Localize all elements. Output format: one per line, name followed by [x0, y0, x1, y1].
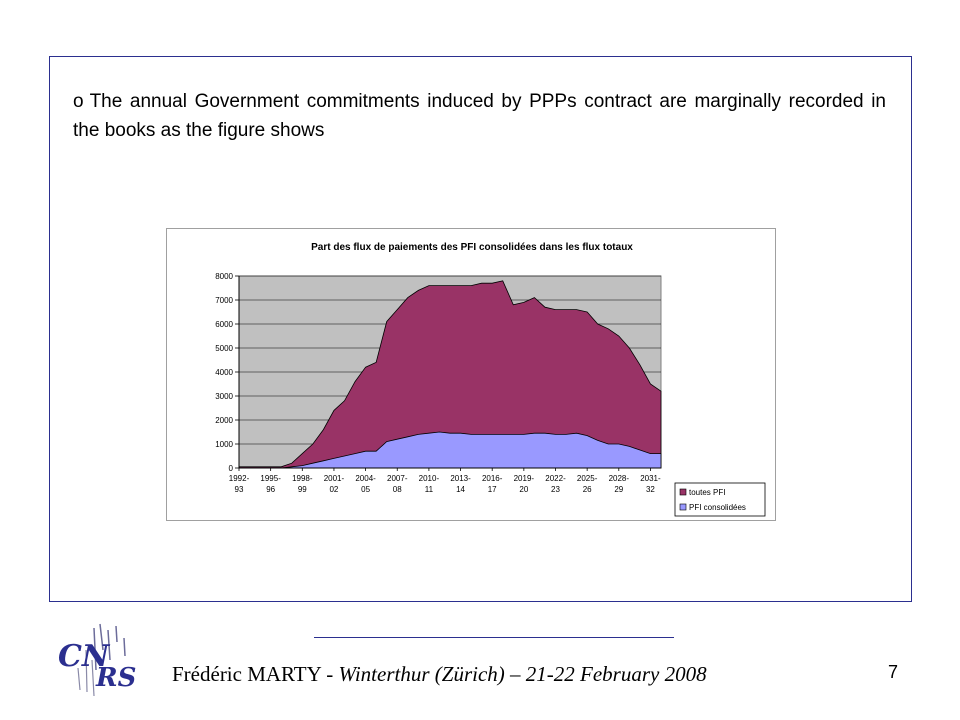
- y-tick-label: 6000: [215, 320, 233, 329]
- x-tick-label: 26: [583, 485, 592, 494]
- y-tick-label: 3000: [215, 392, 233, 401]
- x-tick-label: 14: [456, 485, 465, 494]
- legend-label: PFI consolidées: [689, 503, 746, 512]
- bullet-paragraph: o The annual Government commitments induc…: [73, 87, 886, 145]
- x-tick-label: 2010-: [419, 474, 440, 483]
- x-tick-label: 08: [393, 485, 402, 494]
- area-chart: Part des flux de paiements des PFI conso…: [215, 242, 766, 517]
- x-tick-label: 99: [298, 485, 307, 494]
- chart-container: Part des flux de paiements des PFI conso…: [166, 228, 776, 521]
- y-tick-label: 4000: [215, 368, 233, 377]
- x-tick-label: 29: [614, 485, 623, 494]
- y-tick-label: 2000: [215, 416, 233, 425]
- series-area-toutes-pfi: [238, 280, 662, 469]
- bullet-mark: o: [73, 91, 84, 112]
- x-tick-label: 2025-: [577, 474, 598, 483]
- content-frame: [49, 56, 912, 602]
- legend-swatch: [679, 488, 687, 496]
- x-tick-label: 2028-: [609, 474, 630, 483]
- x-tick-label: 96: [266, 485, 275, 494]
- x-tick-label: 2013-: [450, 474, 471, 483]
- svg-text:CN: CN: [58, 639, 111, 674]
- x-tick-label: 2016-: [482, 474, 503, 483]
- x-tick-label: 2007-: [387, 474, 408, 483]
- x-tick-label: 05: [361, 485, 370, 494]
- footer-author: Frédéric MARTY -: [172, 662, 339, 686]
- x-tick-label: 2031-: [640, 474, 661, 483]
- y-tick-label: 7000: [215, 296, 233, 305]
- page-number: 7: [888, 662, 899, 682]
- x-tick-label: 1992-: [229, 474, 250, 483]
- series-area-pfi-consolidees: [239, 431, 662, 469]
- footer-credit: Frédéric MARTY - Winterthur (Zürich) – 2…: [172, 662, 707, 687]
- y-tick-label: 1000: [215, 440, 233, 449]
- x-tick-label: 32: [646, 485, 655, 494]
- legend-swatch: [679, 503, 687, 511]
- x-tick-label: 1998-: [292, 474, 313, 483]
- cnrs-logo: CN RS: [58, 623, 136, 697]
- x-tick-label: 23: [551, 485, 560, 494]
- y-tick-label: 0: [229, 464, 234, 473]
- y-tick-label: 8000: [215, 272, 233, 281]
- bullet-text: The annual Government commitments induce…: [73, 91, 886, 141]
- x-tick-label: 1995-: [260, 474, 281, 483]
- x-tick-label: 20: [519, 485, 528, 494]
- x-tick-label: 2001-: [324, 474, 345, 483]
- x-tick-label: 11: [425, 485, 434, 494]
- x-tick-label: 2022-: [545, 474, 566, 483]
- x-tick-label: 93: [235, 485, 244, 494]
- x-tick-label: 2004-: [355, 474, 376, 483]
- y-tick-label: 5000: [215, 344, 233, 353]
- footer-venue: Winterthur (Zürich) – 21-22 February 200…: [338, 662, 707, 686]
- svg-text:RS: RS: [95, 663, 136, 693]
- legend-label: toutes PFI: [689, 488, 725, 497]
- footer-divider: [314, 637, 674, 638]
- x-tick-label: 02: [329, 485, 338, 494]
- legend-box: [674, 482, 766, 517]
- chart-title: Part des flux de paiements des PFI conso…: [311, 242, 633, 253]
- x-tick-label: 17: [488, 485, 497, 494]
- x-tick-label: 2019-: [514, 474, 535, 483]
